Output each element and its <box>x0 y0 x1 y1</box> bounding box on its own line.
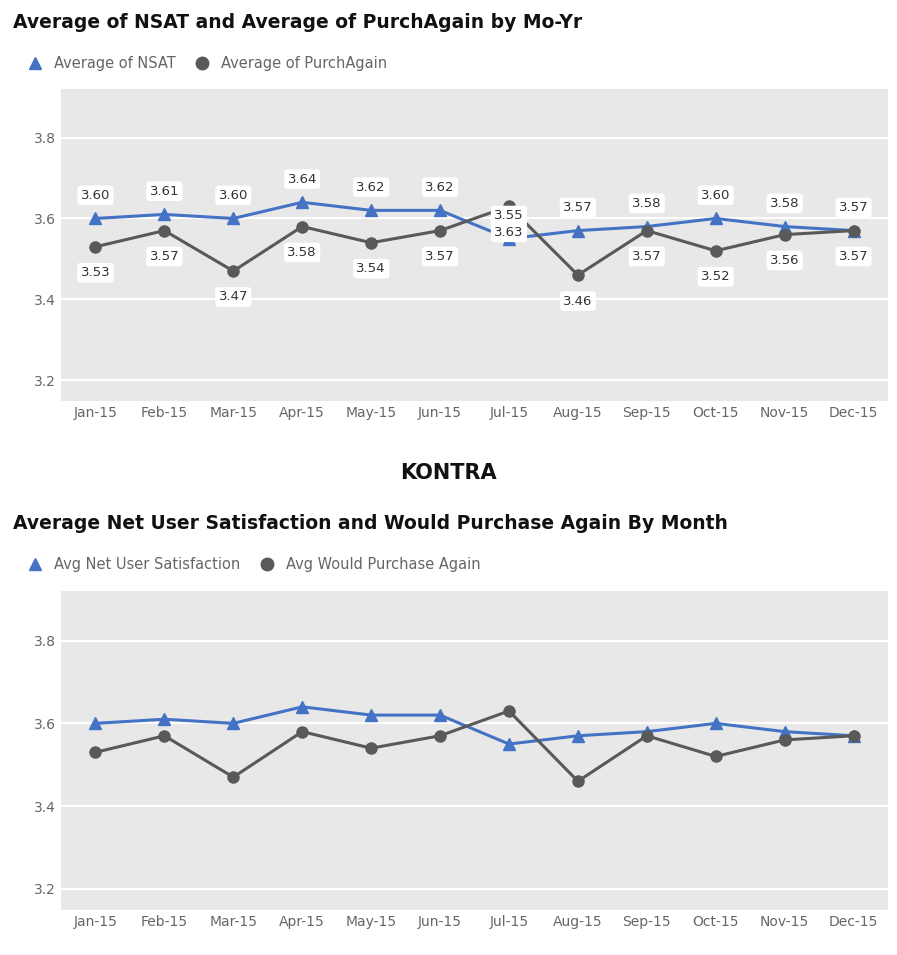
Text: 3.57: 3.57 <box>839 201 868 214</box>
Text: 3.47: 3.47 <box>219 290 248 304</box>
Legend: Average of NSAT, Average of PurchAgain: Average of NSAT, Average of PurchAgain <box>21 56 388 72</box>
Text: 3.52: 3.52 <box>701 270 730 284</box>
Text: 3.60: 3.60 <box>219 189 248 202</box>
Text: 3.64: 3.64 <box>288 173 317 185</box>
Text: 3.57: 3.57 <box>632 250 662 263</box>
Text: 3.57: 3.57 <box>150 250 179 263</box>
Text: 3.56: 3.56 <box>770 254 799 267</box>
Text: 3.54: 3.54 <box>356 263 386 275</box>
Text: 3.57: 3.57 <box>563 201 593 214</box>
Text: 3.58: 3.58 <box>632 197 662 210</box>
Text: 3.61: 3.61 <box>150 184 179 198</box>
Text: 3.55: 3.55 <box>494 209 524 222</box>
Text: 3.46: 3.46 <box>563 294 593 308</box>
Text: Average of NSAT and Average of PurchAgain by Mo-Yr: Average of NSAT and Average of PurchAgai… <box>13 13 583 32</box>
Text: 3.57: 3.57 <box>839 250 868 263</box>
Text: 3.58: 3.58 <box>770 197 799 210</box>
Text: 3.58: 3.58 <box>287 246 317 259</box>
Text: 3.62: 3.62 <box>425 180 455 194</box>
Text: 3.57: 3.57 <box>425 250 455 263</box>
Text: KONTRA: KONTRA <box>400 462 497 482</box>
Text: 3.60: 3.60 <box>81 189 110 202</box>
Text: 3.60: 3.60 <box>701 189 730 202</box>
Text: Average Net User Satisfaction and Would Purchase Again By Month: Average Net User Satisfaction and Would … <box>13 514 728 533</box>
Text: 3.63: 3.63 <box>494 225 524 239</box>
Text: 3.62: 3.62 <box>356 180 386 194</box>
Text: 3.53: 3.53 <box>81 266 110 279</box>
Legend: Avg Net User Satisfaction, Avg Would Purchase Again: Avg Net User Satisfaction, Avg Would Pur… <box>21 558 481 572</box>
